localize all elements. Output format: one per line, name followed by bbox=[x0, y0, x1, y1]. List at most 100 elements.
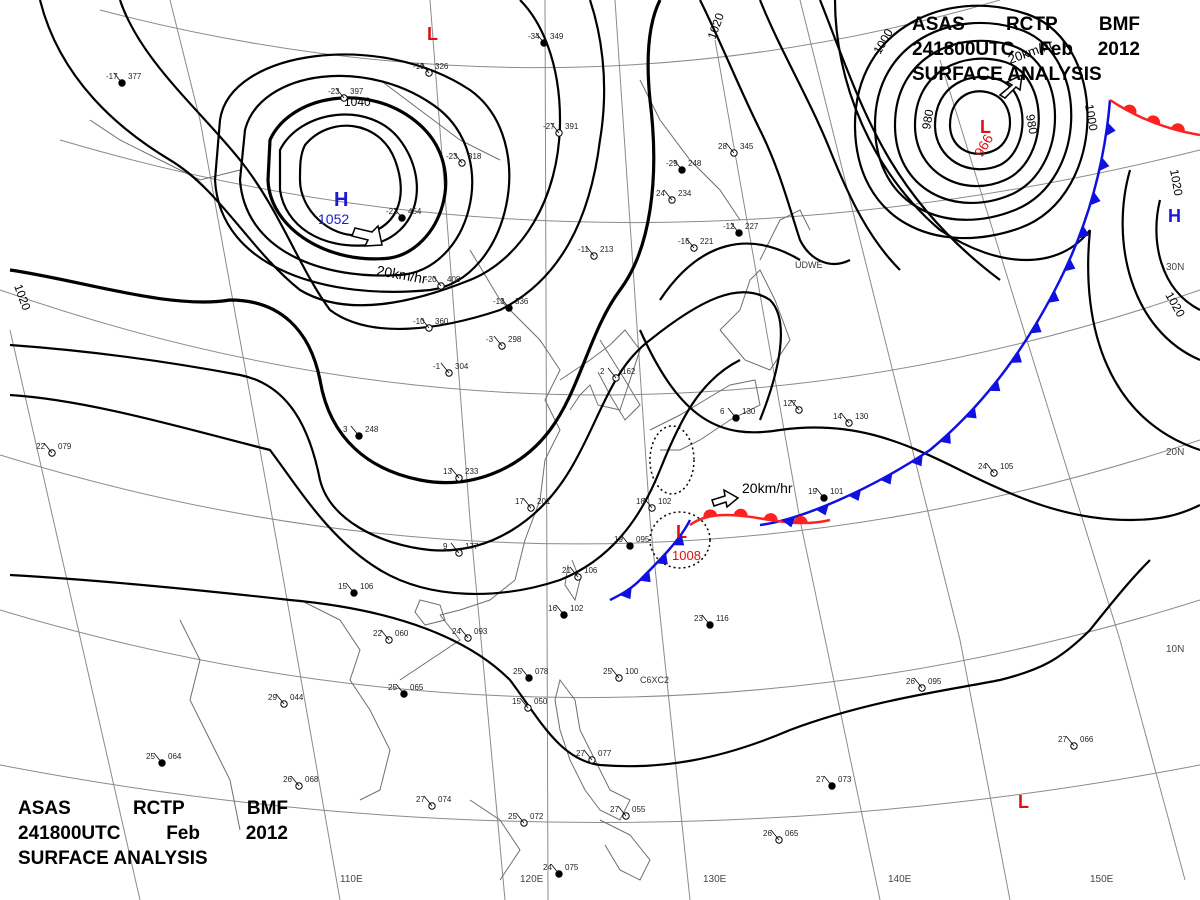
high-center-value: 1052 bbox=[318, 211, 349, 227]
isobars bbox=[9, 0, 1200, 768]
station-pressure: 116 bbox=[716, 614, 729, 623]
station-pressure: 101 bbox=[830, 487, 844, 496]
graticule-labels: 110E 120E 130E 140E 150E 30N 20N 10N bbox=[340, 262, 1184, 885]
warm-front-semicircle-icon bbox=[1123, 104, 1137, 115]
station-pressure: 074 bbox=[438, 795, 452, 804]
station-temperature: 29 bbox=[268, 693, 277, 702]
station-pressure: 397 bbox=[350, 87, 364, 96]
wind-barb-icon bbox=[493, 335, 503, 347]
longitude-label: 150E bbox=[1090, 874, 1114, 885]
station-plots: -17 377-19 326-23 397-34 349-27 391-23 318-21 4… bbox=[36, 32, 1094, 878]
station-temperature: 28 bbox=[718, 142, 727, 151]
station-plot: 16 102 bbox=[548, 604, 584, 619]
station-plot: 26 095 bbox=[906, 677, 942, 692]
station-plot: -3 298 bbox=[486, 335, 522, 350]
station-temperature: 2 bbox=[600, 367, 605, 376]
wind-barb-icon bbox=[727, 407, 737, 419]
wind-barb-icon bbox=[500, 297, 510, 309]
wind-barb-icon bbox=[453, 152, 463, 164]
latitude-label: 20N bbox=[1166, 447, 1184, 458]
high-center-symbol: H bbox=[334, 189, 348, 211]
station-temperature: 25 bbox=[388, 683, 397, 692]
station-plot: -17 377 bbox=[106, 72, 142, 87]
low-center-symbol: L bbox=[427, 24, 438, 44]
wind-barb-icon bbox=[685, 237, 695, 249]
station-temperature: 19 bbox=[614, 535, 623, 544]
station-plot: 18 102 bbox=[636, 497, 672, 512]
cold-front-triangle-icon bbox=[848, 489, 862, 501]
wind-barb-icon bbox=[43, 442, 53, 454]
station-plot: 27 077 bbox=[576, 749, 612, 764]
station-temperature: -16 bbox=[678, 237, 690, 246]
wind-barb-icon bbox=[335, 87, 345, 99]
valid-time: 241800UTC bbox=[18, 823, 121, 844]
wind-barb-icon bbox=[840, 412, 850, 424]
cold-front-triangle-icon bbox=[965, 407, 977, 419]
station-code: C6XC2 bbox=[640, 675, 669, 685]
wind-barb-icon bbox=[585, 245, 595, 257]
warm-front-semicircle-icon bbox=[1146, 115, 1161, 125]
wind-barb-icon bbox=[395, 683, 405, 695]
station-plot: 14 130 bbox=[833, 412, 869, 427]
station-plot: -13 336 bbox=[493, 297, 529, 312]
station-temperature: -34 bbox=[528, 32, 540, 41]
motion-label: 20km/hr bbox=[742, 480, 793, 496]
cold-front-triangle-icon bbox=[672, 534, 685, 546]
station-plot: 24 075 bbox=[543, 863, 579, 878]
station-plot: 15 050 bbox=[512, 697, 548, 712]
low-center-value: 1008 bbox=[672, 548, 701, 563]
station-pressure: 454 bbox=[408, 207, 422, 216]
isobar-label: 980 bbox=[1023, 113, 1040, 135]
station-plot: 27 073 bbox=[816, 775, 852, 790]
station-plot: 9 177 bbox=[443, 542, 479, 557]
dotted-area bbox=[649, 425, 695, 495]
station-pressure: 102 bbox=[570, 604, 584, 613]
cold-front-triangle-icon bbox=[939, 432, 951, 444]
station-temperature: 21 bbox=[562, 566, 571, 575]
station-codes: UDWE C6XC2 bbox=[640, 260, 823, 685]
wind-barb-icon bbox=[440, 362, 450, 374]
wind-barb-icon bbox=[420, 62, 430, 74]
station-plot: 25 100 bbox=[603, 667, 639, 682]
cold-front-triangle-icon bbox=[1048, 290, 1060, 303]
station-temperature: 24 bbox=[452, 627, 461, 636]
cold-front bbox=[609, 99, 1112, 602]
station-temperature: 24 bbox=[978, 462, 987, 471]
station-temperature: 23 bbox=[694, 614, 703, 623]
station-temperature: 22 bbox=[373, 629, 382, 638]
wind-barb-icon bbox=[153, 752, 163, 764]
station-plot: 13 233 bbox=[443, 467, 479, 482]
wind-barb-icon bbox=[913, 677, 923, 689]
station-temperature: 24 bbox=[543, 863, 552, 872]
wind-barb-icon bbox=[790, 399, 800, 411]
station-pressure: 234 bbox=[678, 189, 692, 198]
station-pressure: 066 bbox=[1080, 735, 1094, 744]
station-pressure: 073 bbox=[838, 775, 852, 784]
station-pressure: 079 bbox=[58, 442, 72, 451]
isobar-label: 1020 bbox=[1167, 168, 1185, 197]
wind-barb-icon bbox=[393, 207, 403, 219]
station-pressure: 345 bbox=[740, 142, 754, 151]
wind-barb-icon bbox=[725, 142, 735, 154]
station-pressure: 201 bbox=[537, 497, 551, 506]
wind-barb-icon bbox=[432, 275, 442, 287]
station-plot: 17 201 bbox=[515, 497, 551, 512]
station-pressure: 044 bbox=[290, 693, 304, 702]
station-temperature: 19 bbox=[808, 487, 817, 496]
product-title: SURFACE ANALYSIS bbox=[18, 848, 208, 869]
cold-front-triangle-icon bbox=[1030, 321, 1042, 334]
station-temperature: 16 bbox=[548, 604, 557, 613]
station-temperature: 27 bbox=[610, 805, 619, 814]
station-plot: 19 095 bbox=[614, 535, 650, 550]
warm-front-semicircle-icon bbox=[793, 516, 808, 524]
station-plot: 19 101 bbox=[808, 487, 844, 502]
station-plot: 27 074 bbox=[416, 795, 452, 810]
product-title: SURFACE ANALYSIS bbox=[912, 64, 1102, 85]
station-plot: 24 234 bbox=[656, 189, 692, 204]
valid-time: 241800UTC bbox=[912, 39, 1015, 60]
station-plot: 25 078 bbox=[513, 667, 549, 682]
station-pressure: 318 bbox=[468, 152, 482, 161]
station-pressure: 095 bbox=[636, 535, 650, 544]
station-pressure: 106 bbox=[584, 566, 598, 575]
wind-barb-icon bbox=[610, 667, 620, 679]
